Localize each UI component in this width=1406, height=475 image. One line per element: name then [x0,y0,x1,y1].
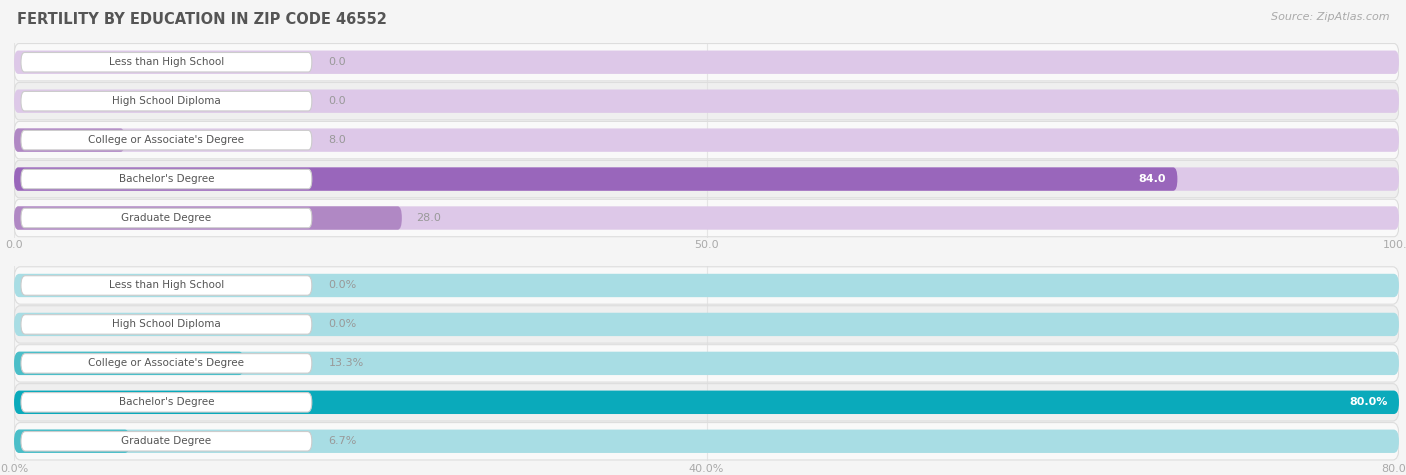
FancyBboxPatch shape [14,306,1399,343]
FancyBboxPatch shape [14,167,1177,191]
FancyBboxPatch shape [14,352,1399,375]
FancyBboxPatch shape [21,315,312,334]
FancyBboxPatch shape [21,353,312,373]
Text: Graduate Degree: Graduate Degree [121,436,211,446]
FancyBboxPatch shape [14,161,1399,198]
FancyBboxPatch shape [21,392,312,412]
FancyBboxPatch shape [14,206,1399,230]
Text: 8.0: 8.0 [329,135,346,145]
FancyBboxPatch shape [14,128,1399,152]
Text: 0.0: 0.0 [329,96,346,106]
FancyBboxPatch shape [21,208,312,228]
FancyBboxPatch shape [14,200,1399,237]
FancyBboxPatch shape [21,276,312,295]
FancyBboxPatch shape [14,352,245,375]
FancyBboxPatch shape [21,91,312,111]
Text: 6.7%: 6.7% [329,436,357,446]
FancyBboxPatch shape [14,384,1399,421]
FancyBboxPatch shape [21,431,312,451]
FancyBboxPatch shape [21,130,312,150]
FancyBboxPatch shape [14,83,1399,120]
Text: High School Diploma: High School Diploma [112,96,221,106]
FancyBboxPatch shape [14,390,1399,414]
FancyBboxPatch shape [14,44,1399,81]
Text: 0.0: 0.0 [329,57,346,67]
FancyBboxPatch shape [14,50,1399,74]
Text: High School Diploma: High School Diploma [112,319,221,330]
FancyBboxPatch shape [14,429,1399,453]
FancyBboxPatch shape [21,169,312,189]
Text: 84.0: 84.0 [1139,174,1167,184]
Text: 80.0%: 80.0% [1350,397,1388,408]
FancyBboxPatch shape [14,390,1399,414]
FancyBboxPatch shape [14,122,1399,159]
FancyBboxPatch shape [14,128,125,152]
Text: College or Associate's Degree: College or Associate's Degree [89,135,245,145]
Text: Graduate Degree: Graduate Degree [121,213,211,223]
FancyBboxPatch shape [14,167,1399,191]
FancyBboxPatch shape [14,206,402,230]
Text: FERTILITY BY EDUCATION IN ZIP CODE 46552: FERTILITY BY EDUCATION IN ZIP CODE 46552 [17,12,387,27]
FancyBboxPatch shape [14,423,1399,460]
Text: Less than High School: Less than High School [108,57,224,67]
FancyBboxPatch shape [14,313,1399,336]
Text: Bachelor's Degree: Bachelor's Degree [118,397,214,408]
FancyBboxPatch shape [14,89,1399,113]
FancyBboxPatch shape [14,345,1399,382]
FancyBboxPatch shape [21,53,312,72]
Text: Bachelor's Degree: Bachelor's Degree [118,174,214,184]
Text: Less than High School: Less than High School [108,280,224,291]
FancyBboxPatch shape [14,267,1399,304]
Text: College or Associate's Degree: College or Associate's Degree [89,358,245,369]
Text: Source: ZipAtlas.com: Source: ZipAtlas.com [1271,12,1389,22]
Text: 28.0: 28.0 [416,213,440,223]
Text: 13.3%: 13.3% [329,358,364,369]
FancyBboxPatch shape [14,274,1399,297]
FancyBboxPatch shape [14,429,129,453]
Text: 0.0%: 0.0% [329,319,357,330]
Text: 0.0%: 0.0% [329,280,357,291]
